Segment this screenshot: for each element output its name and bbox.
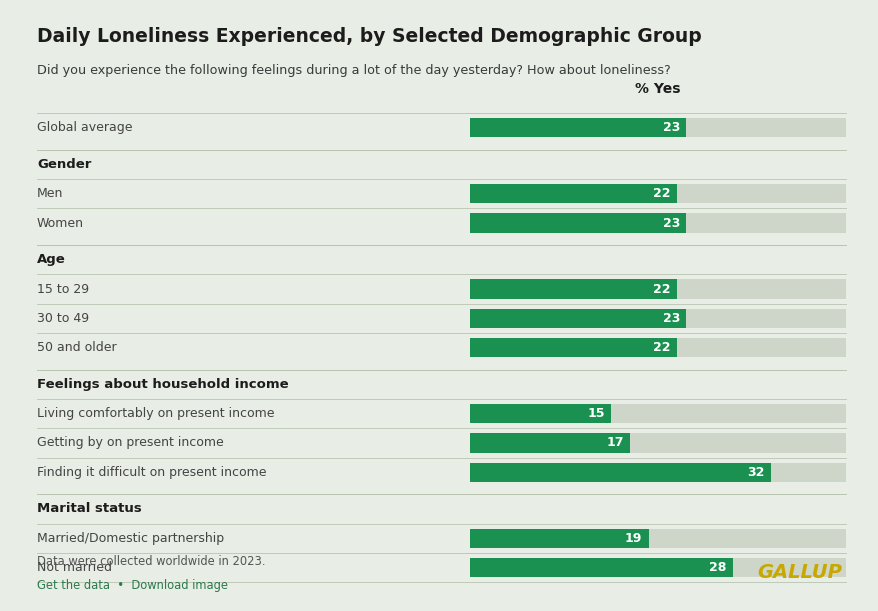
Text: Gender: Gender [37, 158, 91, 171]
Text: 23: 23 [662, 121, 680, 134]
Text: Feelings about household income: Feelings about household income [37, 378, 288, 391]
Text: Living comfortably on present income: Living comfortably on present income [37, 407, 274, 420]
Text: 19: 19 [624, 532, 642, 545]
Text: Marital status: Marital status [37, 502, 141, 516]
Text: 50 and older: 50 and older [37, 341, 117, 354]
Text: Data were collected worldwide in 2023.: Data were collected worldwide in 2023. [37, 555, 265, 568]
Text: 22: 22 [652, 187, 670, 200]
Text: 15 to 29: 15 to 29 [37, 282, 89, 296]
Text: 15: 15 [587, 407, 604, 420]
Text: 22: 22 [652, 282, 670, 296]
Text: Global average: Global average [37, 121, 133, 134]
Text: Did you experience the following feelings during a lot of the day yesterday? How: Did you experience the following feeling… [37, 64, 670, 77]
Text: Men: Men [37, 187, 63, 200]
Text: 32: 32 [746, 466, 764, 479]
Text: 30 to 49: 30 to 49 [37, 312, 89, 325]
Text: 22: 22 [652, 341, 670, 354]
Text: 23: 23 [662, 216, 680, 230]
Text: Get the data  •  Download image: Get the data • Download image [37, 579, 227, 592]
Text: Getting by on present income: Getting by on present income [37, 436, 223, 450]
Text: Finding it difficult on present income: Finding it difficult on present income [37, 466, 266, 479]
Text: Age: Age [37, 253, 66, 266]
Text: Daily Loneliness Experienced, by Selected Demographic Group: Daily Loneliness Experienced, by Selecte… [37, 27, 701, 46]
Text: 28: 28 [709, 561, 726, 574]
Text: 17: 17 [606, 436, 623, 450]
Text: Women: Women [37, 216, 83, 230]
Text: % Yes: % Yes [635, 82, 680, 96]
Text: 23: 23 [662, 312, 680, 325]
Text: GALLUP: GALLUP [756, 563, 841, 582]
Text: Married/Domestic partnership: Married/Domestic partnership [37, 532, 224, 545]
Text: Not married: Not married [37, 561, 112, 574]
